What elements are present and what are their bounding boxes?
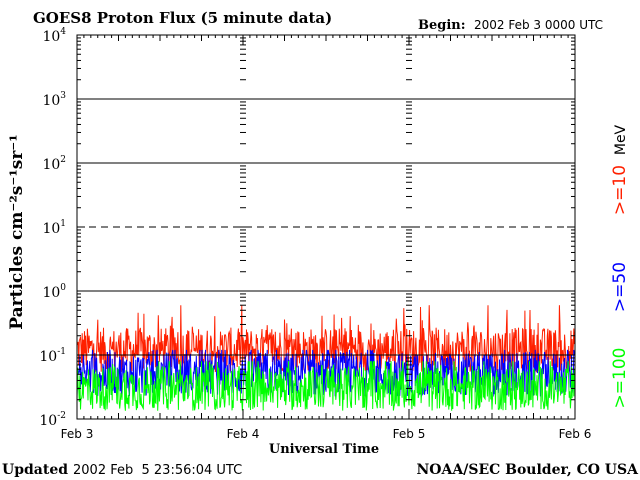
x-tick-label: Feb 3 [61,427,94,441]
y-tick-label: 100 [42,283,66,301]
y-tick-label: 102 [42,155,66,173]
x-tick-label: Feb 5 [393,427,426,441]
begin-value: 2002 Feb 3 0000 UTC [474,18,603,32]
chart-title: GOES8 Proton Flux (5 minute data) [33,9,332,27]
y-tick-label: 103 [42,91,66,109]
updated-value: 2002 Feb 5 23:56:04 UTC [73,463,242,478]
y-tick-label: 10-2 [39,411,66,429]
credit-text: NOAA/SEC Boulder, CO USA [417,462,640,478]
legend-ge50: >=50 [610,262,630,312]
x-axis-label: Universal Time [269,442,379,457]
series-line-2 [76,361,576,411]
series-layer [76,305,576,411]
y-tick-label: 10-1 [39,347,66,365]
updated-label: Updated [2,462,68,478]
y-tick-label: 101 [42,219,66,237]
begin-label: Begin: [418,18,466,33]
legend-unit: MeV [613,124,629,155]
x-tick-label: Feb 6 [559,427,592,441]
y-tick-label: 104 [42,27,66,45]
legend-ge100: >=100 [610,348,630,409]
grid-layer [77,37,575,420]
x-tick-label: Feb 4 [227,427,260,441]
axis-layer: 10-2 10-1 100 101 102 103 104 Feb 3 Feb 4 Feb 5 Fe… [39,27,591,441]
legend-ge10: >=10 [610,165,630,215]
y-axis-label: Particles cm⁻²s⁻¹sr⁻¹ [7,134,27,329]
